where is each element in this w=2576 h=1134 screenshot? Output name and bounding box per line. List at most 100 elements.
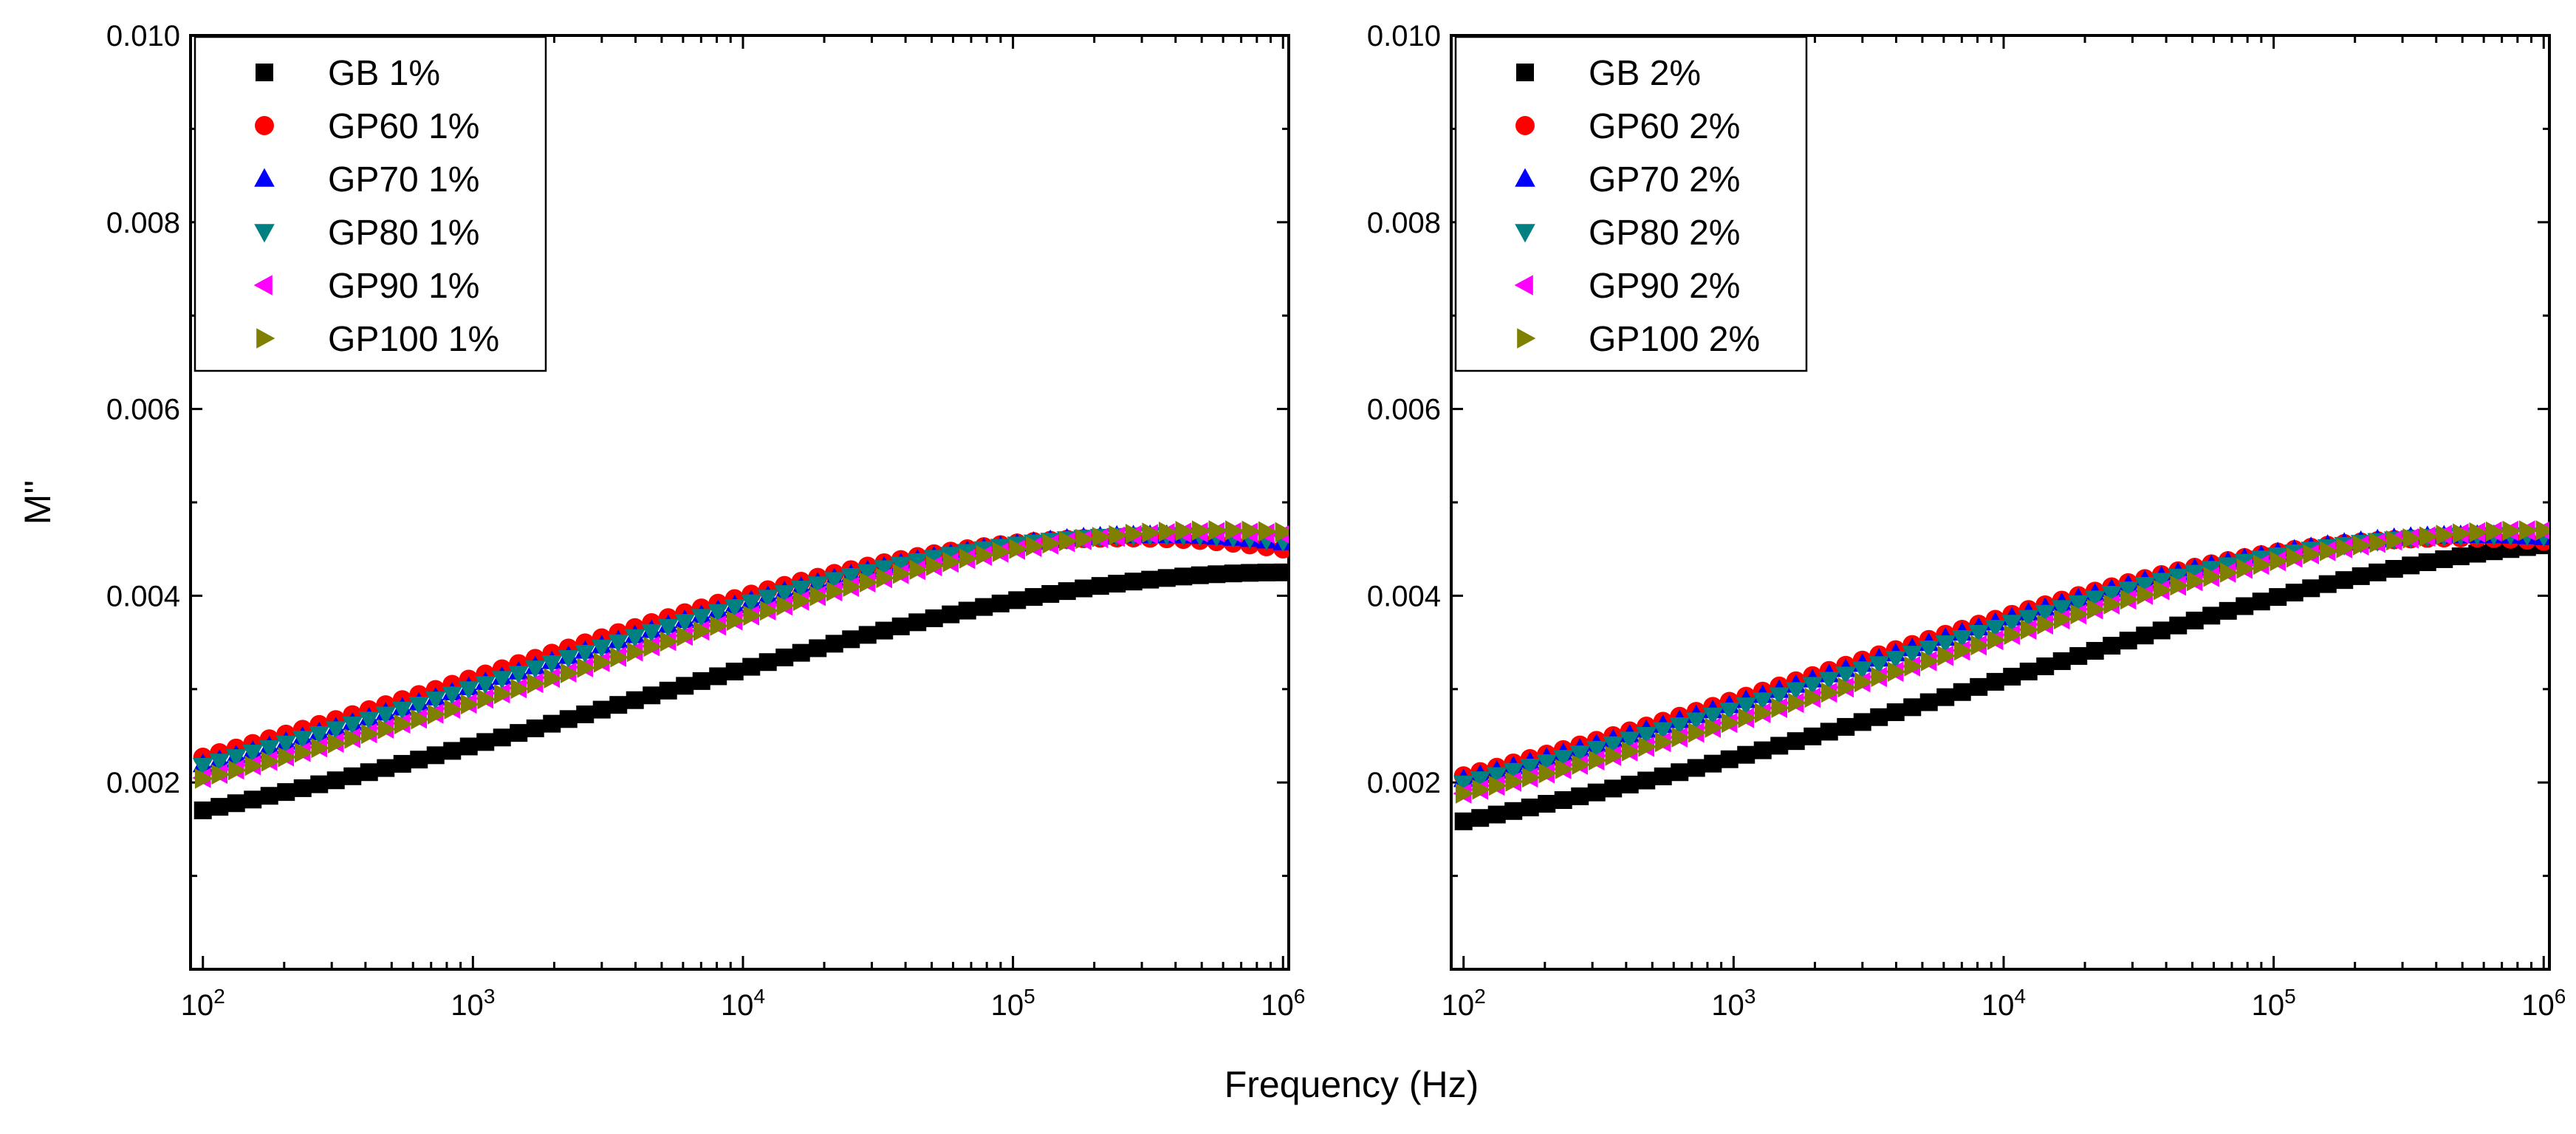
data-point [2086,598,2106,620]
data-point [558,649,579,669]
data-point [559,710,578,728]
data-point [1453,775,1474,794]
data-point [227,794,245,813]
data-point [2519,520,2538,541]
series-gb-2- [1454,536,2549,830]
data-point [1042,533,1061,554]
data-point [442,686,462,706]
data-point [2084,590,2106,609]
data-point [2119,632,2137,650]
data-point [225,749,247,768]
data-point [2053,609,2073,630]
data-point [591,639,612,658]
data-point [925,556,945,576]
y-tick-label: 0.008 [1367,207,1441,239]
data-point [643,636,662,657]
legend-marker [1514,275,1533,296]
data-point [1109,525,1128,546]
legend-marker [256,64,273,81]
data-point [2217,557,2238,576]
data-point [2003,667,2021,686]
data-point [2335,571,2354,590]
data-point [524,660,546,680]
data-point [493,728,511,747]
data-point [491,671,513,690]
data-point [776,595,795,616]
data-point [842,630,860,649]
data-point [2336,538,2355,559]
legend-label: GB 1% [328,54,440,93]
y-tick-label: 0.010 [1367,20,1441,52]
data-point [360,723,380,745]
data-point [377,759,395,777]
data-point [1702,707,1723,726]
x-tick-label: 104 [1981,985,2026,1022]
data-point [823,572,845,591]
data-point [343,767,362,785]
data-point [1504,802,1523,820]
data-point [344,728,363,749]
legend-marker [254,168,275,187]
y-tick-label: 0.002 [1367,767,1441,799]
y-tick-label: 0.008 [106,207,180,239]
data-point [775,648,794,666]
data-point [444,699,463,720]
data-point [676,677,694,695]
data-point [1454,812,1473,830]
data-point [759,600,779,621]
data-point [2052,652,2071,670]
data-point [1536,754,1557,773]
data-point [1058,582,1076,601]
y-tick-label: 0.006 [1367,394,1441,426]
y-tick-label: 0.010 [106,20,180,52]
data-point [2103,637,2121,655]
data-point [2037,614,2056,635]
data-point [375,706,396,725]
data-point [1754,703,1774,723]
data-point [2169,616,2188,635]
data-point [2385,530,2405,551]
data-point [1108,575,1126,593]
data-point [577,657,596,678]
data-point [394,714,414,735]
data-point [1837,677,1857,698]
data-point [2036,657,2055,675]
series-gp100-1- [194,520,1289,789]
data-point [1785,682,1806,701]
data-point [426,746,445,765]
data-point [891,617,910,635]
data-point [1669,717,1690,737]
data-point [1885,651,1906,670]
data-point [2219,601,2237,620]
data-point [1603,736,1623,755]
data-point [2469,522,2488,543]
legend-marker [255,116,274,135]
data-point [575,644,595,664]
legend-label: GP60 1% [328,107,479,146]
x-tick-label: 106 [2521,985,2566,1022]
data-point [493,683,513,705]
data-point [443,742,462,760]
data-point [825,635,843,653]
data-point [1125,523,1145,544]
data-point [342,716,363,736]
data-point [2368,563,2387,581]
y-axis-title: M'' [17,480,58,525]
data-point [1621,741,1641,762]
data-point [2453,523,2472,544]
data-point [693,621,713,641]
data-point [942,552,962,573]
data-point [360,763,378,782]
data-point [1671,727,1690,748]
chart-panel-left: 0.002 0.004 0.006 0.008 0.010 102 103 104 105 106… [106,20,1305,1022]
data-point [1987,629,2007,651]
data-point [508,666,529,685]
data-point [2252,592,2270,611]
data-point [358,711,380,731]
data-point [393,754,411,773]
y-tick-label: 0.004 [1367,580,1441,612]
data-point [2286,547,2306,568]
data-point [1075,579,1093,598]
data-point [2468,544,2487,563]
data-point [1919,693,1938,711]
